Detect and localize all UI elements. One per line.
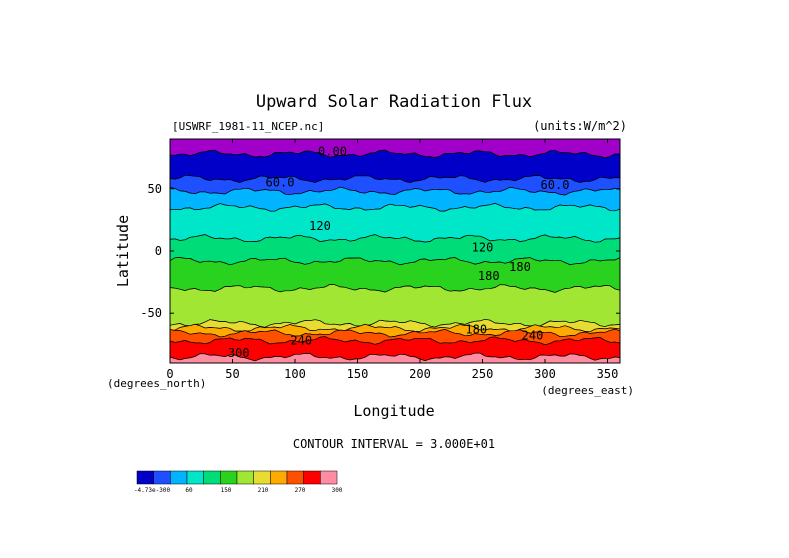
contour-label: 240	[290, 334, 312, 348]
colorbar-swatch	[203, 470, 221, 485]
units-label: (units:W/m^2)	[533, 119, 627, 133]
colorbar-swatch	[303, 470, 321, 485]
y-tick-label: 50	[148, 182, 162, 196]
x-tick-label: 100	[284, 367, 306, 381]
colorbar-tick-label: 60	[185, 487, 193, 494]
x-tick-label: 50	[225, 367, 239, 381]
y-tick-label: -50	[140, 306, 162, 320]
colorbar-tick-label: 300	[332, 487, 343, 494]
colorbar-swatch	[153, 470, 171, 485]
x-tick-label: 150	[347, 367, 369, 381]
colorbar-swatch	[170, 470, 188, 485]
colorbar-swatch	[220, 470, 238, 485]
contour-label: 0.00	[318, 144, 347, 158]
contour-interval-text: CONTOUR INTERVAL = 3.000E+01	[293, 437, 495, 451]
contour-label: 180	[465, 322, 487, 336]
colorbar-tick-label: -4.73e-300	[134, 487, 171, 494]
colorbar-labels: -4.73e-300 60 150 210 270 300	[134, 487, 343, 494]
lat-band	[169, 352, 621, 364]
contour-label: 240	[522, 329, 544, 343]
lat-band	[169, 203, 621, 243]
x-tick-label: 250	[472, 367, 494, 381]
y-axis-ticks: -50 0 50	[140, 182, 620, 320]
x-axis-ticks: 0 50 100 150 200 250 300 350	[166, 139, 618, 381]
colorbar	[136, 470, 338, 485]
colorbar-tick-label: 270	[295, 487, 306, 494]
plot-area	[169, 138, 621, 364]
contour-label: 180	[509, 260, 531, 274]
x-unit-label: (degrees_east)	[541, 384, 634, 397]
x-tick-label: 300	[534, 367, 556, 381]
x-axis-title: Longitude	[353, 402, 434, 420]
colorbar-swatch	[320, 470, 338, 485]
x-tick-label: 200	[409, 367, 431, 381]
colorbar-swatch	[236, 470, 254, 485]
y-axis-title: Latitude	[114, 215, 132, 287]
contour-label: 60.0	[541, 178, 570, 192]
colorbar-tick-label: 210	[258, 487, 269, 494]
colorbar-swatch	[186, 470, 204, 485]
colorbar-swatch	[270, 470, 288, 485]
colorbar-swatch	[136, 470, 154, 485]
contour-labels: 0.00 60.0 60.0 120 120 180 180 180 240 240 300	[228, 144, 570, 360]
contour-label: 300	[228, 346, 250, 360]
contour-label: 60.0	[266, 176, 295, 190]
colorbar-tick-label: 150	[221, 487, 232, 494]
colorbar-swatch	[286, 470, 304, 485]
chart-title: Upward Solar Radiation Flux	[256, 92, 532, 112]
source-label: [USWRF_1981-11_NCEP.nc]	[172, 120, 324, 133]
contour-label: 120	[309, 219, 331, 233]
contour-label: 120	[472, 240, 494, 254]
contour-label: 180	[478, 269, 500, 283]
y-tick-label: 0	[155, 244, 162, 258]
y-unit-label: (degrees_north)	[107, 377, 206, 390]
x-tick-label: 0	[166, 367, 173, 381]
colorbar-swatch	[253, 470, 271, 485]
x-tick-label: 350	[597, 367, 619, 381]
